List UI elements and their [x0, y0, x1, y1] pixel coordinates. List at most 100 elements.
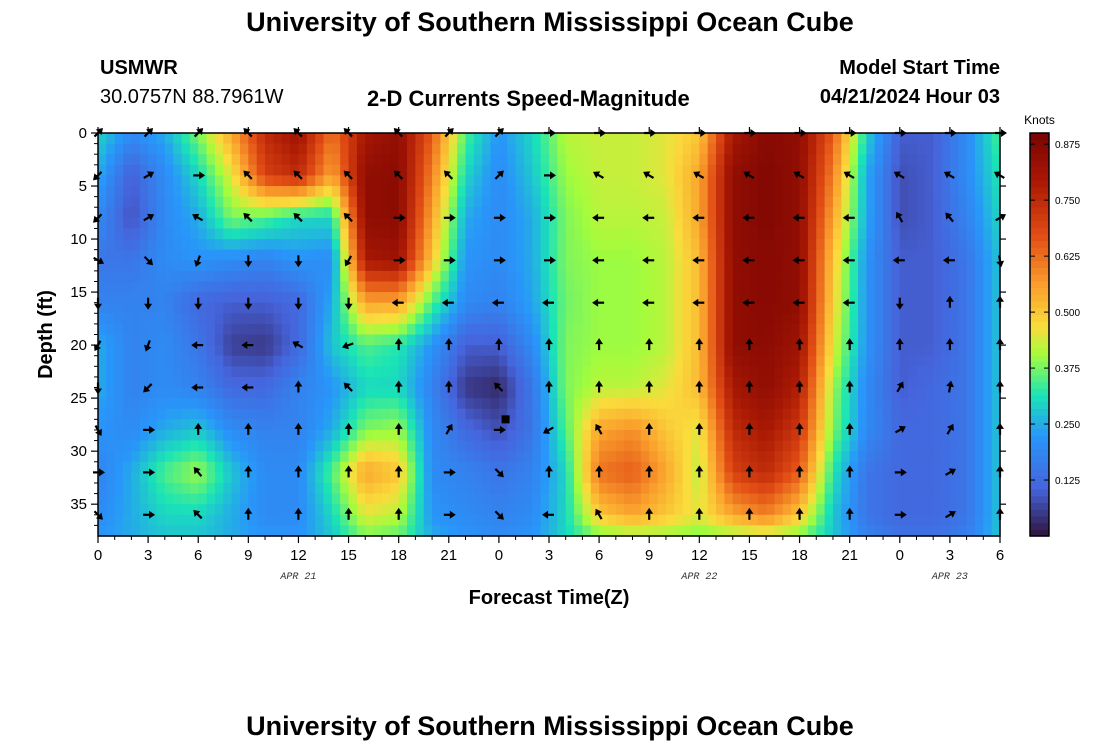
heatmap-cell — [415, 408, 425, 420]
heatmap-cell — [148, 154, 158, 166]
heatmap-cell — [189, 514, 199, 526]
heatmap-cell — [757, 451, 767, 463]
heatmap-cell — [106, 281, 116, 293]
heatmap-cell — [423, 196, 433, 208]
heatmap-cell — [381, 525, 391, 537]
heatmap-cell — [699, 514, 709, 526]
heatmap-cell — [298, 408, 308, 420]
heatmap-cell — [473, 429, 483, 442]
heatmap-cell — [958, 461, 968, 473]
heatmap-cell — [991, 217, 1001, 230]
heatmap-cell — [832, 292, 842, 304]
heatmap-cell — [214, 345, 224, 357]
x-tick-label: 9 — [244, 547, 252, 564]
heatmap-cell — [98, 461, 107, 473]
heatmap-cell — [933, 133, 943, 145]
heatmap-cell — [398, 419, 408, 431]
heatmap-cell — [189, 408, 199, 420]
heatmap-cell — [958, 133, 968, 145]
heatmap-cell — [933, 143, 943, 155]
heatmap-cell — [139, 228, 149, 240]
heatmap-cell — [181, 451, 191, 463]
heatmap-cell — [248, 387, 258, 399]
heatmap-cell — [632, 472, 642, 484]
heatmap-cell — [607, 514, 617, 526]
heatmap-cell — [916, 525, 926, 537]
heatmap-cell — [816, 472, 826, 484]
heatmap-cell — [373, 429, 383, 442]
heatmap-cell — [214, 376, 224, 389]
heatmap-cell — [148, 302, 158, 314]
heatmap-cell — [807, 260, 817, 272]
heatmap-cell — [540, 482, 550, 495]
heatmap-cell — [649, 313, 659, 325]
current-vector-arrow — [243, 170, 253, 180]
heatmap-cell — [699, 504, 709, 516]
heatmap-cell — [724, 313, 734, 325]
heatmap-cell — [373, 196, 383, 208]
heatmap-cell — [908, 440, 918, 452]
heatmap-cell — [281, 175, 291, 187]
current-vector-arrow — [143, 255, 154, 266]
heatmap-cell — [206, 376, 216, 389]
heatmap-cell — [515, 387, 525, 399]
heatmap-cell — [891, 249, 901, 261]
heatmap-cell — [782, 345, 792, 357]
current-vector-arrow — [745, 422, 754, 435]
heatmap-cell — [123, 514, 133, 526]
heatmap-cell — [340, 504, 350, 516]
heatmap-cell — [858, 302, 867, 314]
heatmap-cell — [189, 186, 199, 198]
heatmap-cell — [883, 207, 893, 219]
heatmap-cell — [832, 408, 842, 420]
heatmap-cell — [741, 207, 751, 219]
heatmap-cell — [189, 440, 199, 452]
heatmap-cell — [423, 514, 433, 526]
heatmap-cell — [356, 451, 366, 463]
heatmap-cell — [757, 387, 767, 399]
heatmap-cell — [214, 313, 224, 325]
heatmap-cell — [223, 525, 233, 537]
heatmap-cell — [632, 239, 642, 251]
heatmap-cell — [632, 313, 642, 325]
heatmap-cell — [139, 154, 149, 166]
heatmap-cell — [181, 281, 191, 293]
heatmap-cell — [532, 387, 542, 399]
heatmap-cell — [624, 514, 634, 526]
heatmap-cell — [323, 239, 333, 251]
heatmap-cell — [674, 196, 684, 208]
current-vector-arrow — [946, 423, 954, 435]
heatmap-cell — [732, 249, 742, 261]
x-tick-label: 21 — [440, 547, 457, 564]
heatmap-cell — [824, 260, 834, 272]
heatmap-cell — [381, 239, 391, 251]
heatmap-cell — [724, 186, 734, 198]
heatmap-cell — [707, 504, 717, 516]
heatmap-cell — [139, 143, 149, 155]
heatmap-cell — [114, 461, 124, 473]
heatmap-cell — [649, 207, 659, 219]
heatmap-cell — [615, 154, 625, 166]
heatmap-cell — [949, 217, 959, 230]
heatmap-cell — [340, 302, 350, 314]
heatmap-cell — [398, 429, 408, 442]
heatmap-cell — [440, 133, 450, 145]
heatmap-cell — [574, 398, 584, 410]
heatmap-cell — [690, 366, 700, 378]
heatmap-cell — [348, 239, 358, 251]
heatmap-cell — [298, 514, 308, 526]
heatmap-cell — [173, 323, 183, 336]
heatmap-cell — [507, 196, 517, 208]
heatmap-cell — [482, 429, 492, 442]
heatmap-cell — [632, 154, 642, 166]
heatmap-cell — [557, 419, 567, 431]
heatmap-cell — [315, 323, 325, 336]
heatmap-cell — [273, 440, 283, 452]
heatmap-cell — [732, 387, 742, 399]
heatmap-cell — [766, 323, 776, 336]
heatmap-cell — [958, 482, 968, 495]
heatmap-cell — [273, 482, 283, 495]
heatmap-cell — [114, 334, 124, 346]
heatmap-cell — [624, 334, 634, 346]
heatmap-cell — [974, 154, 984, 166]
